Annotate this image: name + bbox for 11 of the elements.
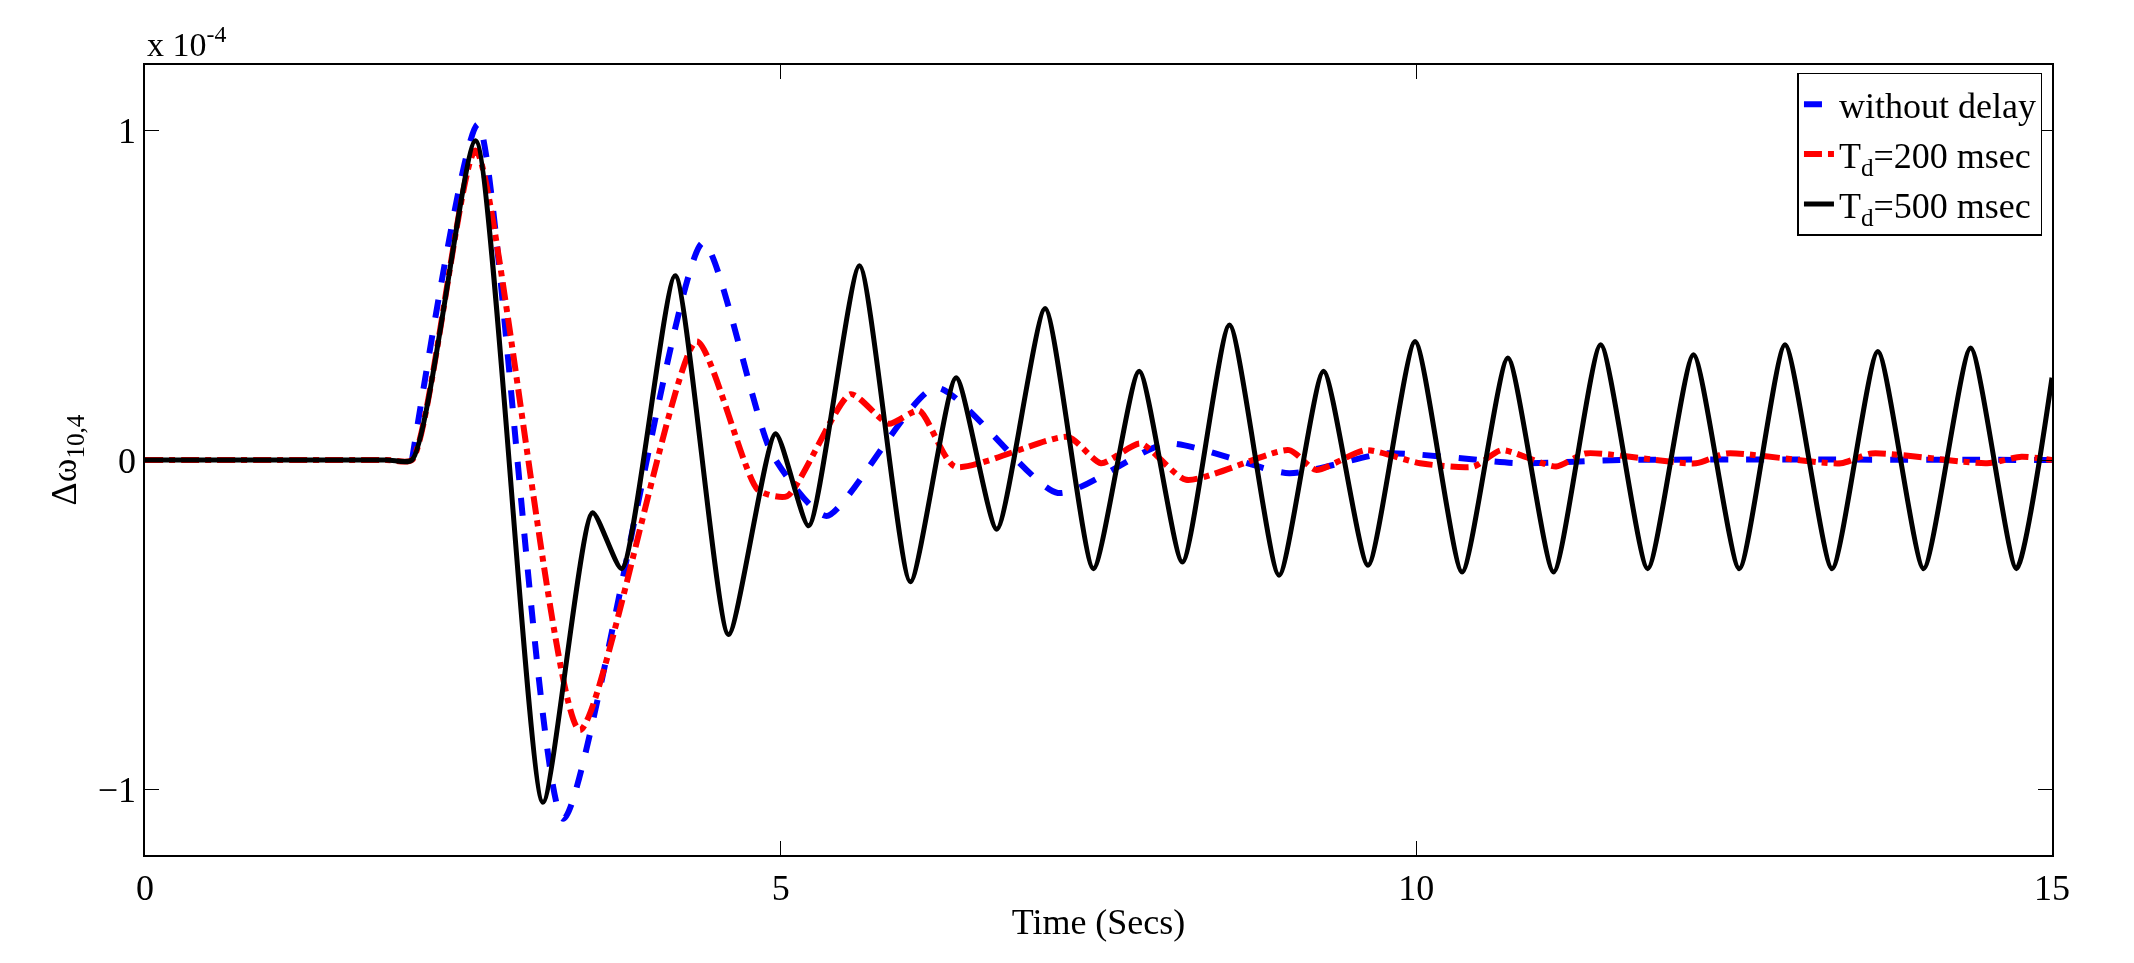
x-axis-title: Time (Secs) xyxy=(1011,902,1186,943)
legend-label: T$_{d}$=200 msec xyxy=(1838,136,2031,181)
x-tick-label: 15 xyxy=(2034,867,2070,908)
y-tick-label: 0 xyxy=(118,440,137,481)
legend-label: without delay xyxy=(1838,86,2036,127)
legend-label: T$_{d}$=500 msec xyxy=(1838,185,2031,231)
x-tick-label: 5 xyxy=(771,867,790,908)
y-tick-label: 1 xyxy=(118,111,137,152)
text: x 10$^{-4}$ xyxy=(147,21,227,64)
x-tick-label: 10 xyxy=(1398,867,1435,908)
y-tick-label: −1 xyxy=(97,769,137,810)
